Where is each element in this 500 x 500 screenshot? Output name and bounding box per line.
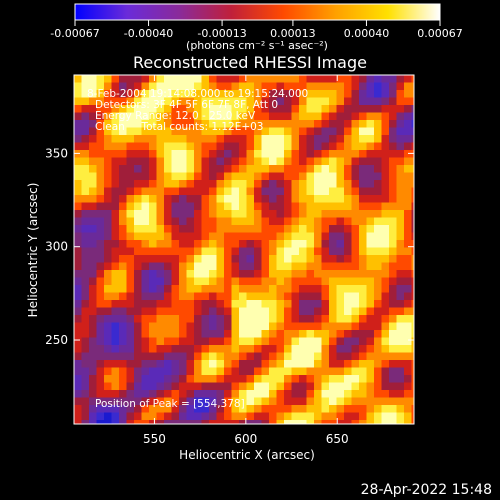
timestamp: 28-Apr-2022 15:48: [361, 482, 492, 498]
y-axis-label: Heliocentric Y (arcsec): [26, 183, 40, 318]
plot-frame: [73, 74, 415, 425]
y-tick-label: 300: [45, 240, 68, 254]
colorbar-tick-label: -0.00040: [124, 27, 173, 40]
annotation-time-range: 8-Feb-2004 19:14:08.000 to 19:15:24.000: [87, 88, 308, 100]
chart-title: Reconstructed RHESSI Image: [133, 53, 367, 72]
colorbar-tick-label: 0.00067: [417, 27, 463, 40]
colorbar: -0.00067 -0.00040 -0.00013 0.00013 0.00040 0.…: [50, 3, 463, 52]
info-annotations: 8-Feb-2004 19:14:08.000 to 19:15:24.000 …: [87, 88, 308, 410]
colorbar-ticks: -0.00067 -0.00040 -0.00013 0.00013 0.00040 0.…: [50, 20, 463, 40]
y-axis: 250 300 350: [45, 146, 414, 347]
y-tick-label: 250: [45, 333, 68, 347]
colorbar-unit-label: (photons cm⁻² s⁻¹ asec⁻²): [186, 39, 328, 52]
x-axis-label: Heliocentric X (arcsec): [179, 448, 315, 462]
colorbar-tick-label: -0.00013: [197, 27, 246, 40]
colorbar-tick-label: 0.00040: [344, 27, 390, 40]
x-tick-label: 650: [326, 432, 349, 446]
colorbar-gradient: [74, 3, 441, 21]
colorbar-tick-label: 0.00013: [270, 27, 316, 40]
peak-position-label: Position of Peak = [554,378]: [95, 398, 245, 410]
heatmap-image: [74, 75, 414, 424]
x-tick-label: 550: [143, 432, 166, 446]
annotation-clean-counts: Clean Total counts: 1.12E+03: [95, 121, 264, 133]
y-tick-label: 350: [45, 146, 68, 160]
annotation-detectors: Detectors: 3F 4F 5F 6F 7F 8F, Att 0: [95, 99, 278, 111]
x-tick-label: 600: [234, 432, 257, 446]
colorbar-tick-label: -0.00067: [50, 27, 99, 40]
annotation-energy-range: Energy Range: 12.0 - 25.0 keV: [95, 110, 256, 122]
x-axis: 550 600 650: [143, 75, 349, 446]
